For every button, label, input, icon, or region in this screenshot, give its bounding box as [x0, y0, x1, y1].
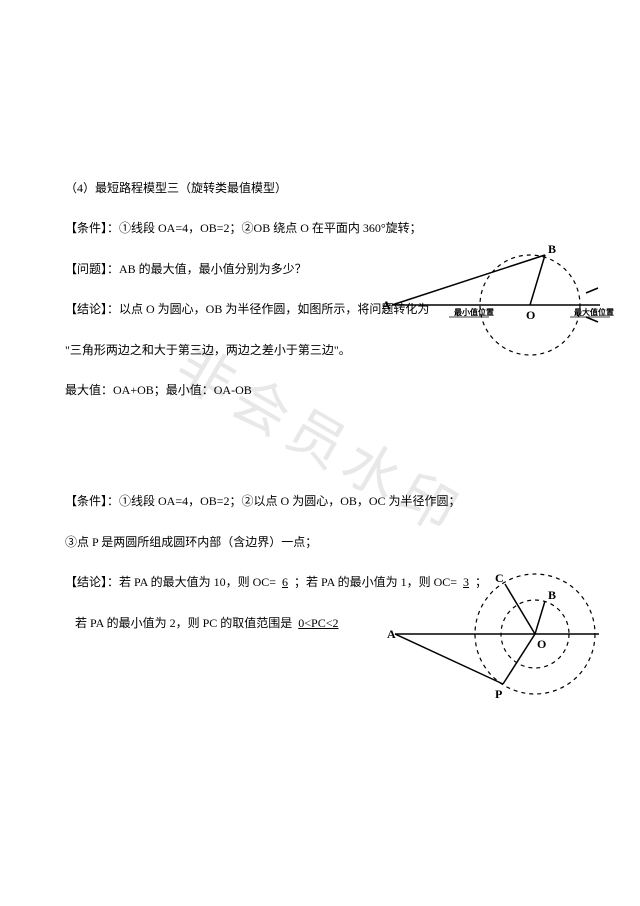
label-a: A [382, 298, 391, 312]
values-text: 最大值：OA+OB；最小值：OA-OB [65, 377, 575, 403]
section-title: （4）最短路程模型三（旋转类最值模型） [65, 175, 575, 201]
section-2: 【条件】：①线段 OA=4，OB=2；②以点 O 为圆心，OB，OC 为半径作圆… [65, 488, 575, 636]
answer-3: 0<PC<2 [292, 616, 344, 630]
figure-2: A B C O P [385, 566, 610, 706]
condition2b-text: ③点 P 是两圆所组成圆环内部（含边界）一点； [65, 529, 575, 555]
section-1: （4）最短路程模型三（旋转类最值模型） 【条件】：①线段 OA=4，OB=2；②… [65, 175, 575, 403]
answer-1: 6 [276, 575, 294, 589]
label2-c: C [495, 571, 504, 585]
conc2-pre: 【结论】：若 PA 的最大值为 10，则 OC= [65, 575, 276, 589]
label-min: 最小值位置 [454, 307, 494, 317]
label2-a: A [387, 627, 396, 641]
label-o: O [526, 308, 535, 322]
label-b: B [548, 242, 556, 256]
label2-o: O [537, 637, 546, 651]
figure-1: A B O 最小值位置 最大值位置 [370, 233, 615, 363]
condition2-text: 【条件】：①线段 OA=4，OB=2；②以点 O 为圆心，OB，OC 为半径作圆… [65, 488, 575, 514]
label2-b: B [548, 588, 556, 602]
document-body: （4）最短路程模型三（旋转类最值模型） 【条件】：①线段 OA=4，OB=2；②… [65, 175, 575, 636]
label2-p: P [495, 687, 502, 701]
line2-pre: 若 PA 的最小值为 2，则 PC 的取值范围是 [75, 616, 292, 630]
label-max: 最大值位置 [574, 307, 614, 317]
